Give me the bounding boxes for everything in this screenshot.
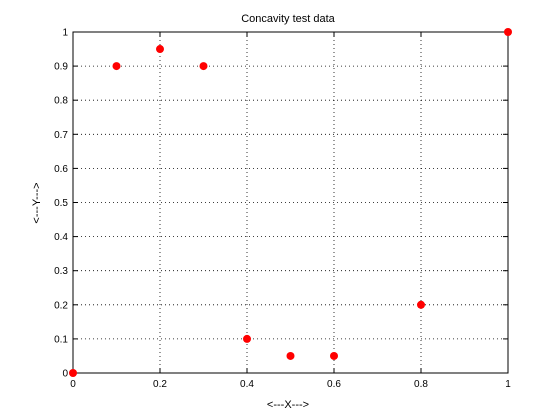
x-tick-label: 0.8 — [414, 379, 428, 390]
data-point — [330, 351, 338, 360]
data-point — [199, 62, 208, 71]
y-tick-label: 0.2 — [54, 300, 68, 311]
x-tick-label: 0 — [70, 379, 76, 390]
x-tick-labels: 0 0.2 0.4 0.6 0.8 1 — [70, 379, 511, 390]
data-point — [69, 369, 77, 377]
grid-lines — [73, 32, 508, 373]
data-point — [417, 300, 425, 309]
x-tick-label: 1 — [505, 379, 511, 390]
y-tick-label: 0.5 — [54, 198, 68, 209]
x-tick-label: 0.4 — [240, 379, 254, 390]
y-tick-label: 1 — [62, 28, 68, 39]
scatter-points — [69, 28, 512, 377]
y-tick-label: 0 — [62, 369, 68, 380]
x-tick-label: 0.6 — [327, 379, 341, 390]
y-tick-labels: 0 0.1 0.2 0.3 0.4 0.5 0.6 0.7 0.8 0.9 1 — [54, 28, 68, 380]
chart-title: Concavity test data — [241, 13, 335, 25]
x-tick-label: 0.2 — [153, 379, 167, 390]
data-point — [286, 351, 295, 360]
y-tick-label: 0.3 — [54, 266, 68, 277]
data-point — [112, 62, 121, 71]
y-tick-label: 0.9 — [54, 62, 68, 73]
y-tick-label: 0.7 — [54, 130, 68, 141]
y-axis-label: <---Y---> — [31, 182, 43, 223]
y-tick-label: 0.4 — [54, 232, 68, 243]
y-tick-label: 0.1 — [54, 334, 68, 345]
data-point — [156, 45, 164, 54]
plot-area — [72, 31, 509, 374]
data-point — [243, 334, 251, 343]
y-tick-label: 0.6 — [54, 164, 68, 175]
data-point — [504, 28, 512, 36]
y-tick-label: 0.8 — [54, 96, 68, 107]
x-axis-label: <---X---> — [267, 399, 309, 411]
